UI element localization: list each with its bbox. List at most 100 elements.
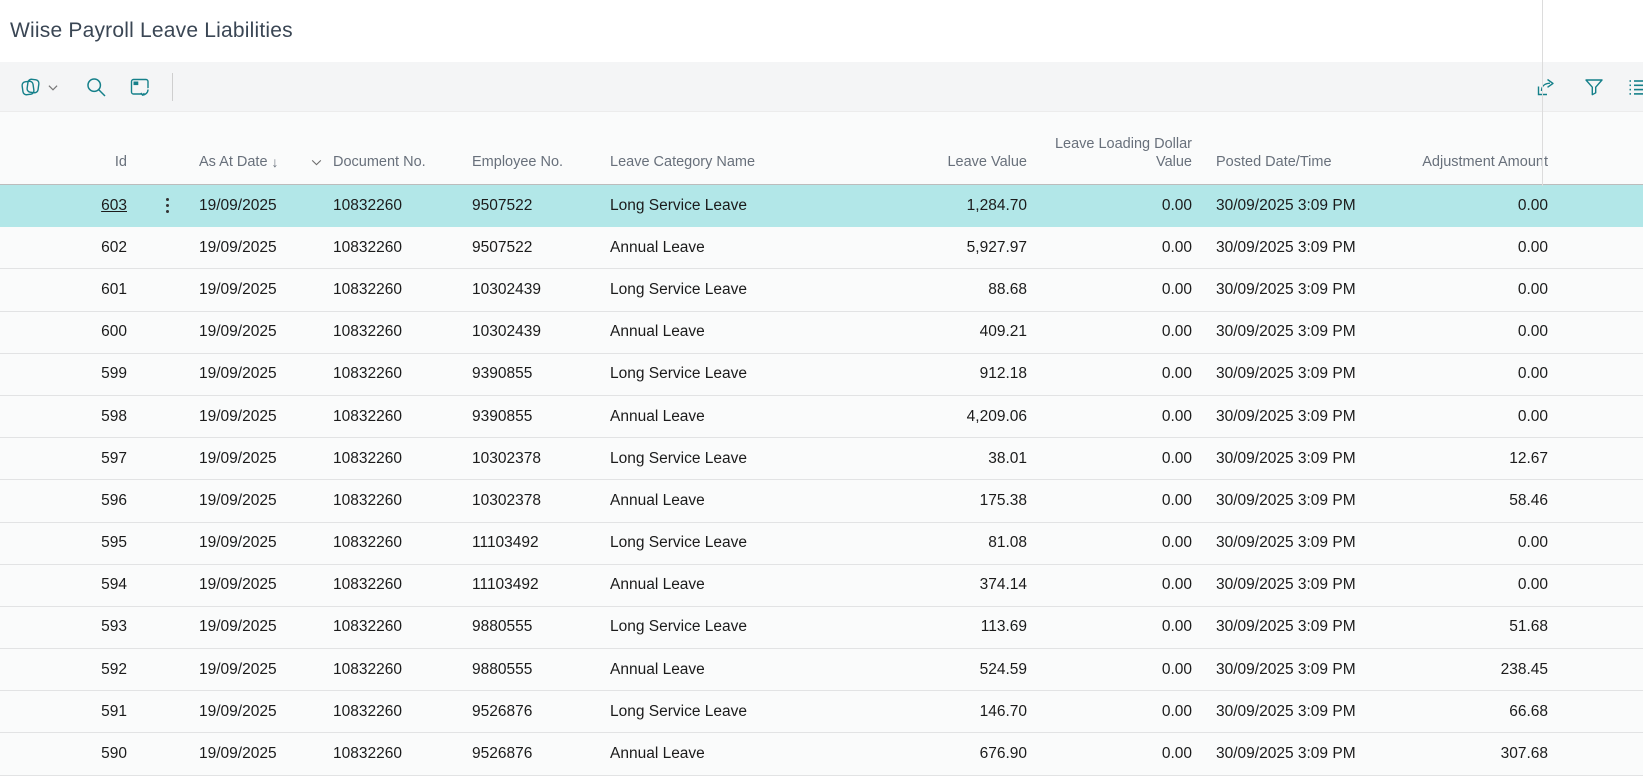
row-id-link[interactable]: 602 bbox=[101, 238, 127, 256]
cell-leave-value: 81.08 bbox=[988, 534, 1027, 552]
cell-leave-value: 175.38 bbox=[979, 491, 1027, 509]
cell-leave-category: Annual Leave bbox=[610, 576, 705, 594]
cell-as-at-date: 19/09/2025 bbox=[199, 280, 277, 298]
table-row[interactable]: 590 19/09/2025 10832260 9526876 Annual L… bbox=[0, 733, 1643, 776]
column-header-posted[interactable]: Posted Date/Time bbox=[1216, 153, 1332, 170]
column-header-adjustment[interactable]: Adjustment Amount bbox=[1422, 153, 1548, 170]
row-id-link[interactable]: 600 bbox=[101, 323, 127, 341]
cell-employee-no: 10302378 bbox=[472, 491, 541, 509]
cell-leave-loading: 0.00 bbox=[1161, 196, 1192, 214]
row-id-link[interactable]: 595 bbox=[101, 534, 127, 552]
column-chevron-down-icon[interactable] bbox=[310, 156, 323, 169]
cell-adjustment: 0.00 bbox=[1517, 576, 1548, 594]
cell-employee-no: 11103492 bbox=[472, 534, 539, 552]
column-header-employee-no[interactable]: Employee No. bbox=[472, 153, 564, 170]
cell-posted: 30/09/2025 3:09 PM bbox=[1216, 407, 1356, 425]
column-header-id[interactable]: Id bbox=[114, 153, 127, 170]
cell-leave-loading: 0.00 bbox=[1161, 323, 1192, 341]
cell-adjustment: 66.68 bbox=[1509, 702, 1548, 720]
column-header-as-at-date[interactable]: As At Date ↓ bbox=[190, 112, 325, 184]
cell-leave-loading: 0.00 bbox=[1161, 660, 1192, 678]
cell-document-no: 10832260 bbox=[333, 576, 402, 594]
cell-leave-category: Annual Leave bbox=[610, 323, 705, 341]
column-header-menu bbox=[145, 112, 190, 184]
row-id-link[interactable]: 597 bbox=[101, 449, 127, 467]
cell-document-no: 10832260 bbox=[333, 534, 402, 552]
filter-icon[interactable] bbox=[1582, 75, 1606, 99]
table-row[interactable]: 598 19/09/2025 10832260 9390855 Annual L… bbox=[0, 395, 1643, 439]
row-id-link[interactable]: 596 bbox=[101, 491, 127, 509]
table-row[interactable]: 595 19/09/2025 10832260 11103492 Long Se… bbox=[0, 522, 1643, 565]
cell-leave-value: 676.90 bbox=[979, 745, 1027, 763]
cell-adjustment: 0.00 bbox=[1517, 238, 1548, 256]
table-row[interactable]: 593 19/09/2025 10832260 9880555 Long Ser… bbox=[0, 606, 1643, 650]
cell-employee-no: 11103492 bbox=[472, 576, 539, 594]
cell-leave-loading: 0.00 bbox=[1161, 280, 1192, 298]
cell-leave-category: Long Service Leave bbox=[610, 280, 748, 298]
cell-leave-category: Long Service Leave bbox=[610, 534, 748, 552]
cell-leave-category: Annual Leave bbox=[610, 407, 705, 425]
table-row[interactable]: 601 19/09/2025 10832260 10302439 Long Se… bbox=[0, 269, 1643, 312]
title-bar: Wiise Payroll Leave Liabilities bbox=[0, 0, 1643, 62]
table-row[interactable]: 599 19/09/2025 10832260 9390855 Long Ser… bbox=[0, 353, 1643, 396]
share-icon[interactable] bbox=[1533, 75, 1557, 99]
column-header-document-no[interactable]: Document No. bbox=[333, 153, 426, 170]
table-row[interactable]: 596 19/09/2025 10832260 10302378 Annual … bbox=[0, 480, 1643, 523]
choose-list-icon[interactable] bbox=[1626, 75, 1643, 99]
cell-adjustment: 12.67 bbox=[1509, 449, 1548, 467]
cell-adjustment: 0.00 bbox=[1517, 196, 1548, 214]
cell-adjustment: 0.00 bbox=[1517, 280, 1548, 298]
views-chevron-down-icon[interactable] bbox=[46, 81, 60, 95]
cell-employee-no: 9390855 bbox=[472, 407, 533, 425]
row-id-link[interactable]: 601 bbox=[101, 280, 127, 298]
column-header-leave-value[interactable]: Leave Value bbox=[947, 153, 1027, 170]
table-row[interactable]: 602 19/09/2025 10832260 9507522 Annual L… bbox=[0, 227, 1643, 270]
column-header-leave-loading[interactable]: Leave Loading Dollar Value bbox=[1054, 135, 1192, 170]
cell-leave-category: Long Service Leave bbox=[610, 618, 748, 636]
table-row[interactable]: 597 19/09/2025 10832260 10302378 Long Se… bbox=[0, 438, 1643, 481]
cell-document-no: 10832260 bbox=[333, 745, 402, 763]
cell-posted: 30/09/2025 3:09 PM bbox=[1216, 491, 1356, 509]
row-menu-icon[interactable] bbox=[160, 194, 175, 217]
row-id-link[interactable]: 593 bbox=[101, 618, 127, 636]
analyze-icon[interactable] bbox=[128, 75, 152, 99]
cell-leave-value: 912.18 bbox=[979, 365, 1027, 383]
cell-leave-loading: 0.00 bbox=[1161, 491, 1192, 509]
row-id-link[interactable]: 592 bbox=[101, 660, 127, 678]
cell-leave-loading: 0.00 bbox=[1161, 702, 1192, 720]
cell-employee-no: 9507522 bbox=[472, 196, 533, 214]
cell-leave-category: Long Service Leave bbox=[610, 365, 748, 383]
table-row[interactable]: 592 19/09/2025 10832260 9880555 Annual L… bbox=[0, 649, 1643, 692]
table-row[interactable]: 603 19/09/2025 10832260 9507522 Long Ser… bbox=[0, 185, 1643, 228]
row-id-link[interactable]: 591 bbox=[101, 702, 127, 720]
cell-posted: 30/09/2025 3:09 PM bbox=[1216, 365, 1356, 383]
cell-leave-value: 409.21 bbox=[979, 323, 1027, 341]
table-row[interactable]: 594 19/09/2025 10832260 11103492 Annual … bbox=[0, 564, 1643, 607]
cell-leave-loading: 0.00 bbox=[1161, 365, 1192, 383]
row-id-link[interactable]: 590 bbox=[101, 745, 127, 763]
cell-as-at-date: 19/09/2025 bbox=[199, 618, 277, 636]
row-id-link[interactable]: 599 bbox=[101, 365, 127, 383]
search-icon[interactable] bbox=[84, 75, 108, 99]
table-row[interactable]: 591 19/09/2025 10832260 9526876 Long Ser… bbox=[0, 691, 1643, 734]
cell-posted: 30/09/2025 3:09 PM bbox=[1216, 238, 1356, 256]
cell-leave-loading: 0.00 bbox=[1161, 576, 1192, 594]
cell-document-no: 10832260 bbox=[333, 365, 402, 383]
cell-employee-no: 10302439 bbox=[472, 280, 541, 298]
cell-posted: 30/09/2025 3:09 PM bbox=[1216, 745, 1356, 763]
cell-document-no: 10832260 bbox=[333, 449, 402, 467]
table-row[interactable]: 600 19/09/2025 10832260 10302439 Annual … bbox=[0, 311, 1643, 354]
cell-leave-loading: 0.00 bbox=[1161, 238, 1192, 256]
cell-employee-no: 10302378 bbox=[472, 449, 541, 467]
row-id-link[interactable]: 603 bbox=[101, 196, 127, 214]
cell-leave-value: 38.01 bbox=[988, 449, 1027, 467]
cell-employee-no: 9507522 bbox=[472, 238, 533, 256]
cell-employee-no: 9526876 bbox=[472, 702, 533, 720]
views-icon[interactable] bbox=[18, 75, 42, 99]
cell-employee-no: 9526876 bbox=[472, 745, 533, 763]
cell-as-at-date: 19/09/2025 bbox=[199, 702, 277, 720]
column-header-leave-category[interactable]: Leave Category Name bbox=[610, 153, 756, 170]
cell-leave-category: Long Service Leave bbox=[610, 449, 748, 467]
row-id-link[interactable]: 598 bbox=[101, 407, 127, 425]
row-id-link[interactable]: 594 bbox=[101, 576, 127, 594]
